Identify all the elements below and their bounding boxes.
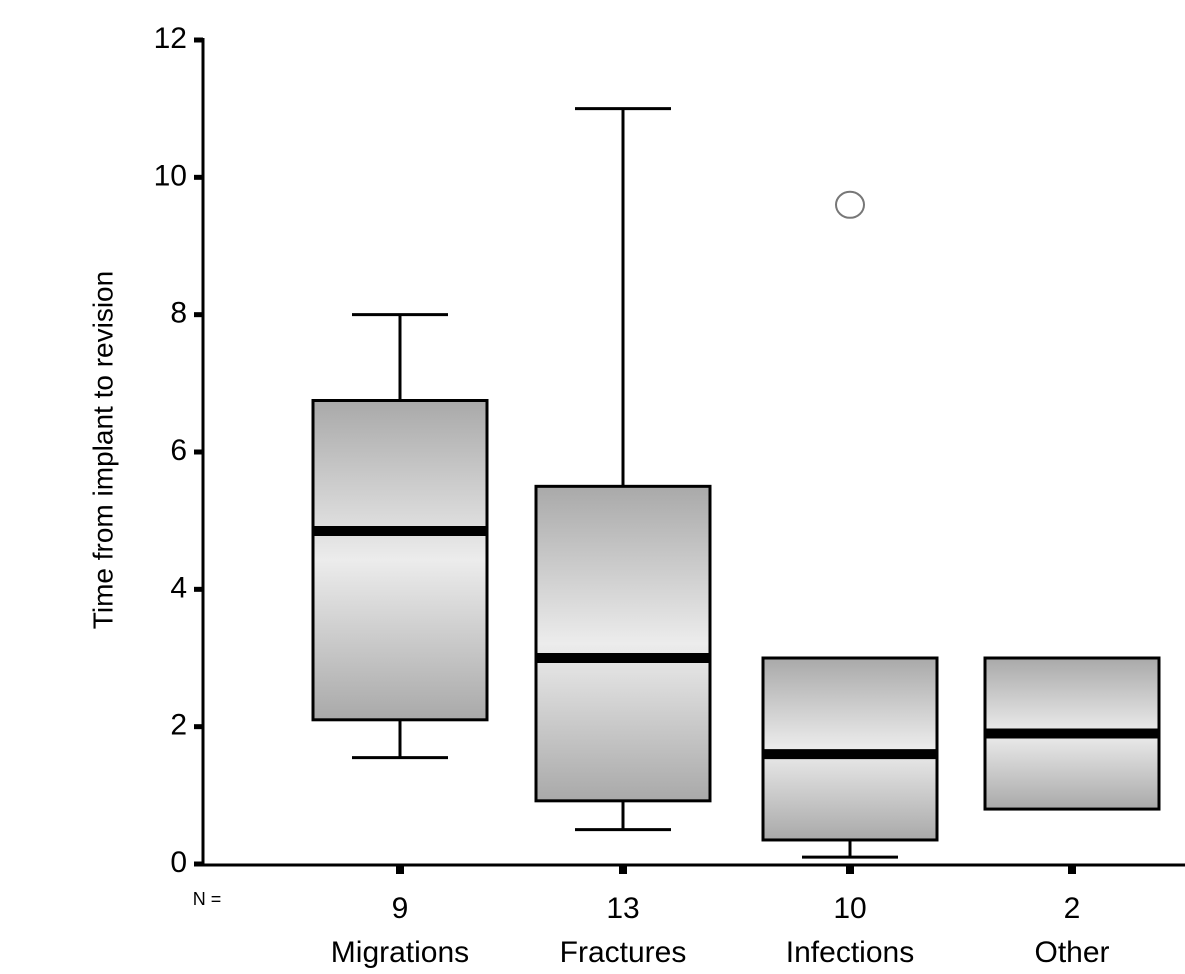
y-tick-label: 6 bbox=[170, 434, 187, 467]
y-tick-label: 0 bbox=[170, 846, 187, 879]
x-tick bbox=[619, 866, 627, 874]
y-tick-label: 10 bbox=[154, 159, 187, 192]
y-tick-label: 8 bbox=[170, 297, 187, 330]
x-tick-label: Other bbox=[1034, 936, 1109, 969]
n-value: 9 bbox=[392, 892, 409, 925]
y-tick-label: 4 bbox=[170, 571, 187, 604]
y-tick-label: 2 bbox=[170, 709, 187, 742]
box bbox=[761, 656, 939, 842]
x-tick-label: Infections bbox=[786, 936, 914, 969]
n-value: 10 bbox=[833, 892, 866, 925]
n-value: 2 bbox=[1064, 892, 1081, 925]
x-tick bbox=[846, 866, 854, 874]
x-tick-label: Migrations bbox=[331, 936, 469, 969]
x-tick bbox=[1068, 866, 1076, 874]
x-tick-label: Fractures bbox=[560, 936, 687, 969]
y-tick-label: 12 bbox=[154, 22, 187, 55]
box bbox=[534, 484, 712, 803]
outlier bbox=[835, 190, 865, 219]
n-label: N = bbox=[193, 889, 222, 909]
x-tick bbox=[396, 866, 404, 874]
y-axis-label: Time from implant to revision bbox=[87, 271, 118, 629]
n-value: 13 bbox=[606, 892, 639, 925]
box bbox=[311, 399, 489, 722]
